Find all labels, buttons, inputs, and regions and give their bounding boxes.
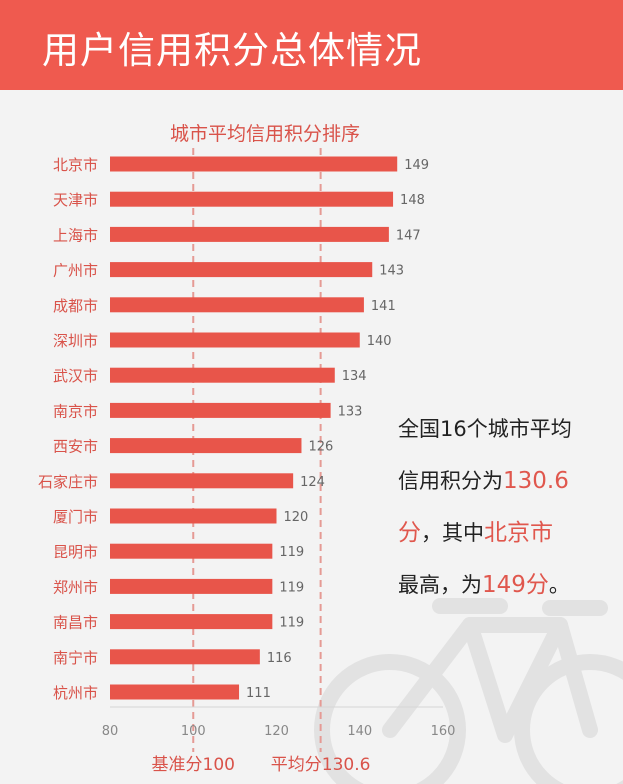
bar-1 [110, 191, 394, 207]
value-label-12: 119 [279, 580, 304, 595]
value-label-8: 126 [308, 440, 333, 455]
bar-14 [110, 649, 260, 665]
category-label-2: 上海市 [53, 226, 98, 244]
bar-4 [110, 297, 364, 313]
top-score-highlight: 149分 [482, 572, 549, 598]
category-label-7: 南京市 [53, 402, 98, 420]
value-label-1: 148 [400, 193, 425, 208]
reference-label-1: 平均分130.6 [271, 755, 371, 775]
reference-label-0: 基准分100 [152, 755, 235, 775]
value-label-0: 149 [404, 158, 429, 173]
bar-11 [110, 543, 273, 559]
bar-13 [110, 614, 273, 630]
bar-7 [110, 402, 331, 418]
category-label-6: 武汉市 [53, 367, 98, 385]
value-label-2: 147 [396, 228, 421, 243]
value-label-6: 134 [342, 369, 367, 384]
top-city-highlight: 北京市 [484, 520, 553, 546]
x-tick-label-1: 100 [181, 724, 206, 739]
summary-line-1: 全国16个城市平均 [398, 417, 572, 441]
x-tick-label-4: 160 [431, 724, 456, 739]
bar-3 [110, 262, 373, 278]
category-label-14: 南宁市 [53, 649, 98, 667]
category-label-9: 石家庄市 [38, 473, 98, 491]
category-label-5: 深圳市 [53, 332, 98, 350]
chart-title: 城市平均信用积分排序 [170, 123, 360, 145]
category-label-3: 广州市 [53, 262, 98, 280]
value-label-5: 140 [367, 334, 392, 349]
value-label-3: 143 [379, 264, 404, 279]
header-banner: 用户信用积分总体情况 [0, 0, 623, 90]
summary-text: 全国16个城市平均 信用积分为130.6 分，其中北京市 最高，为149分。 [398, 403, 613, 611]
bar-5 [110, 332, 360, 348]
value-label-13: 119 [279, 616, 304, 631]
bicycle-watermark-icon [314, 598, 623, 784]
page-title: 用户信用积分总体情况 [42, 29, 422, 72]
bar-9 [110, 473, 294, 489]
category-label-8: 西安市 [53, 438, 98, 456]
bar-8 [110, 438, 302, 454]
category-label-12: 郑州市 [53, 578, 98, 596]
x-tick-label-3: 140 [347, 724, 372, 739]
bar-0 [110, 156, 398, 172]
value-label-9: 124 [300, 475, 325, 490]
category-label-13: 南昌市 [53, 614, 98, 632]
bar-6 [110, 367, 335, 383]
bar-15 [110, 684, 240, 700]
category-label-10: 厦门市 [53, 508, 98, 526]
bar-10 [110, 508, 277, 524]
bar-12 [110, 578, 273, 594]
bar-2 [110, 226, 389, 242]
x-tick-label-2: 120 [264, 724, 289, 739]
x-tick-label-0: 80 [102, 724, 119, 739]
value-label-7: 133 [338, 404, 363, 419]
category-label-11: 昆明市 [53, 543, 98, 561]
value-label-10: 120 [284, 510, 309, 525]
category-label-0: 北京市 [53, 156, 98, 174]
summary-line-2: 信用积分为130.6 [398, 468, 569, 494]
summary-line-3: 分，其中北京市 [398, 520, 553, 546]
category-label-1: 天津市 [53, 191, 98, 209]
value-label-11: 119 [279, 545, 304, 560]
value-label-15: 111 [246, 686, 271, 701]
value-label-14: 116 [267, 651, 292, 666]
category-label-15: 杭州市 [53, 684, 98, 702]
category-label-4: 成都市 [53, 297, 98, 315]
avg-score-highlight: 130.6 [503, 468, 569, 494]
value-label-4: 141 [371, 299, 396, 314]
summary-line-4: 最高，为149分。 [398, 572, 570, 598]
